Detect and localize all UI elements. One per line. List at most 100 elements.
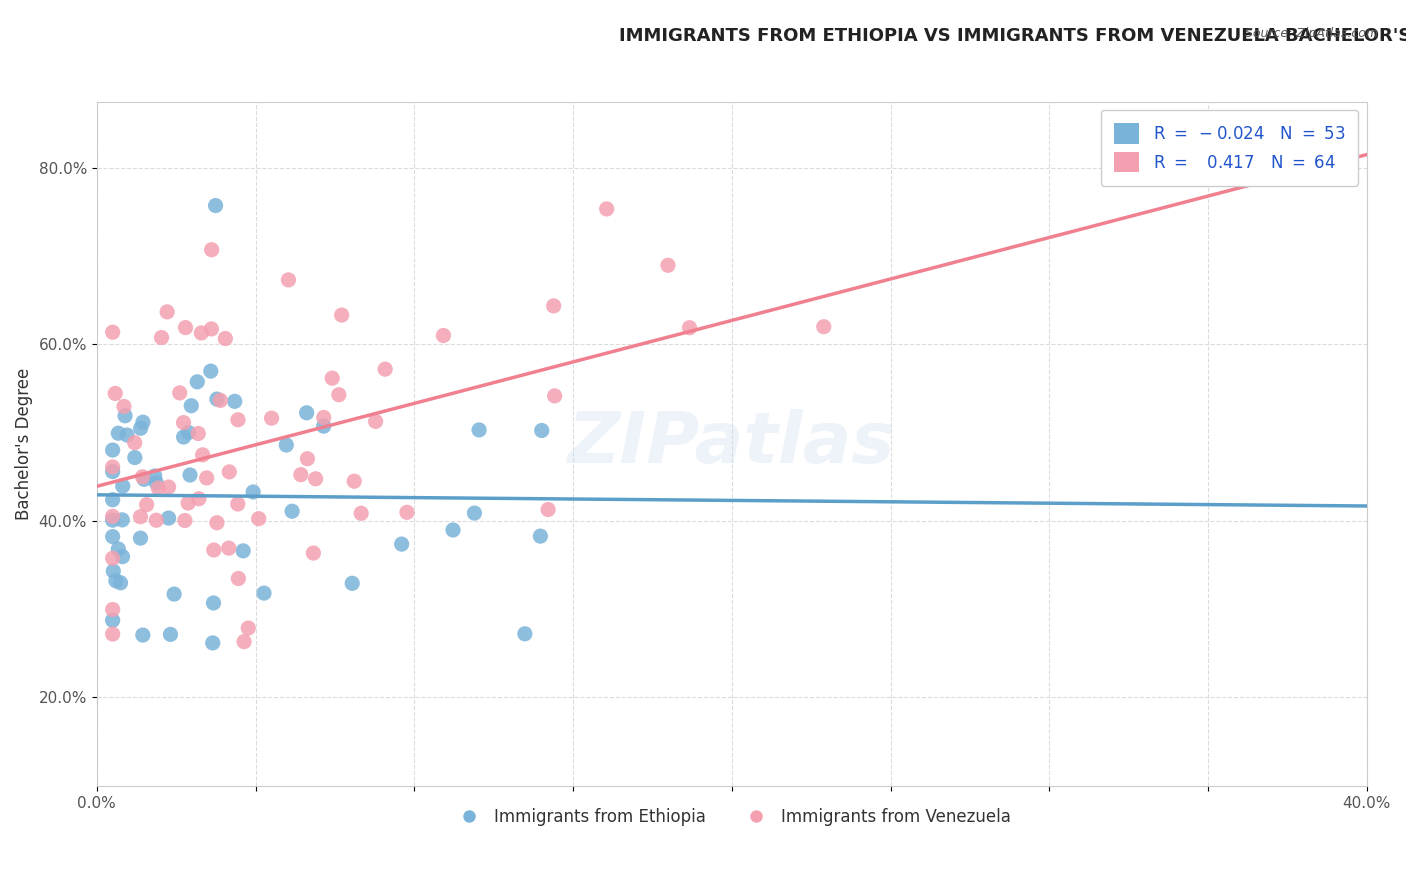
Point (180, 399, 202, 413)
Point (131, 470, 153, 484)
Point (101, 460, 124, 475)
Point (115, 428, 138, 442)
Point (101, 325, 124, 339)
Point (101, 627, 124, 641)
Point (513, 627, 536, 641)
Point (101, 613, 124, 627)
Point (218, 465, 240, 479)
Point (132, 415, 155, 429)
Point (304, 472, 326, 486)
Point (101, 465, 124, 479)
Point (202, 543, 225, 558)
Point (129, 421, 152, 435)
Point (159, 627, 181, 641)
Point (101, 551, 124, 566)
Point (101, 530, 124, 544)
Point (195, 471, 218, 485)
Point (101, 492, 124, 507)
Point (101, 443, 124, 458)
Point (143, 469, 166, 483)
Point (204, 198, 226, 212)
Point (104, 574, 127, 588)
Point (201, 243, 224, 257)
Point (114, 409, 136, 423)
Point (343, 474, 366, 488)
Point (200, 322, 222, 336)
Point (657, 258, 679, 272)
Point (179, 468, 201, 483)
Point (200, 364, 222, 378)
Point (218, 541, 240, 556)
Point (129, 531, 152, 545)
Point (186, 375, 208, 389)
Point (173, 430, 195, 444)
Point (110, 575, 132, 590)
Point (148, 481, 170, 495)
Point (224, 394, 246, 409)
Point (813, 319, 835, 334)
Point (364, 414, 387, 428)
Point (678, 320, 700, 334)
Point (145, 475, 167, 490)
Point (214, 332, 236, 346)
Point (226, 497, 249, 511)
Point (190, 326, 212, 340)
Point (191, 448, 214, 462)
Point (150, 330, 173, 344)
Point (276, 438, 298, 452)
Point (247, 512, 270, 526)
Point (395, 505, 418, 519)
Point (295, 406, 318, 420)
Point (156, 305, 179, 319)
Point (157, 480, 180, 494)
Point (124, 450, 146, 465)
Point (157, 511, 180, 525)
Point (107, 542, 129, 557)
Point (205, 392, 228, 406)
Point (350, 506, 373, 520)
Point (281, 504, 304, 518)
Point (177, 425, 200, 440)
Point (111, 513, 134, 527)
Point (174, 514, 197, 528)
Point (124, 435, 146, 450)
Point (328, 388, 350, 402)
Point (463, 506, 485, 520)
Point (238, 621, 260, 635)
Point (543, 389, 565, 403)
Point (374, 362, 396, 376)
Point (101, 602, 124, 616)
Point (277, 273, 299, 287)
Point (233, 634, 256, 648)
Text: Source: ZipAtlas.com: Source: ZipAtlas.com (1244, 27, 1378, 40)
Point (187, 491, 209, 506)
Point (111, 549, 134, 564)
Point (391, 537, 413, 551)
Text: ZIPatlas: ZIPatlas (568, 409, 896, 478)
Point (101, 513, 124, 527)
Point (134, 472, 156, 486)
Point (253, 586, 276, 600)
Point (101, 509, 124, 524)
Point (104, 386, 127, 401)
Point (302, 546, 325, 560)
Point (312, 410, 335, 425)
Point (112, 400, 135, 414)
Point (135, 498, 157, 512)
Point (330, 308, 353, 322)
Point (529, 529, 551, 543)
Point (132, 628, 155, 642)
Point (537, 502, 560, 516)
Legend: Immigrants from Ethiopia, Immigrants from Venezuela: Immigrants from Ethiopia, Immigrants fro… (446, 801, 1018, 832)
Text: IMMIGRANTS FROM ETHIOPIA VS IMMIGRANTS FROM VENEZUELA BACHELOR'S DEGREE CORRELAT: IMMIGRANTS FROM ETHIOPIA VS IMMIGRANTS F… (619, 27, 1406, 45)
Point (163, 587, 186, 601)
Point (432, 328, 454, 343)
Point (297, 451, 319, 466)
Point (201, 636, 224, 650)
Point (174, 320, 197, 334)
Point (530, 424, 553, 438)
Point (145, 513, 167, 527)
Y-axis label: Bachelor's Degree: Bachelor's Degree (15, 368, 32, 520)
Point (202, 596, 225, 610)
Point (596, 202, 619, 216)
